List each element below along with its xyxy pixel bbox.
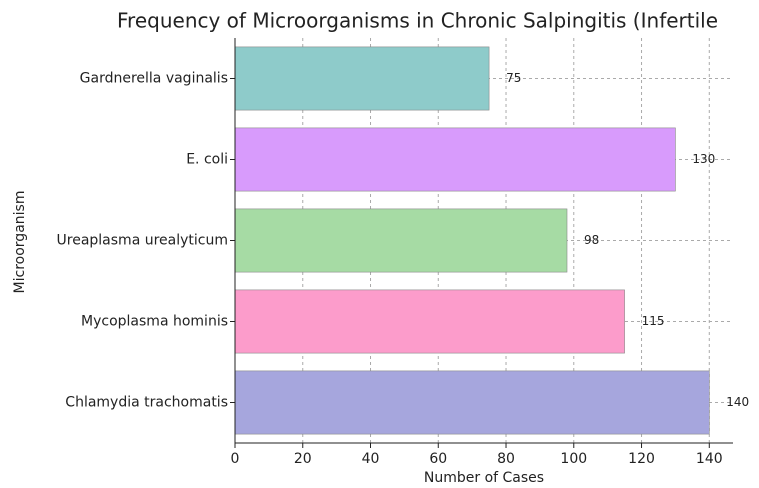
data-label: 130 bbox=[692, 152, 715, 166]
x-tick-label: 0 bbox=[231, 451, 240, 467]
y-tick-label: Mycoplasma hominis bbox=[81, 314, 228, 330]
bar bbox=[234, 127, 676, 192]
x-tick-label: 80 bbox=[497, 451, 515, 467]
data-label: 75 bbox=[506, 71, 521, 85]
x-axis-label: Number of Cases bbox=[424, 470, 544, 486]
data-label: 115 bbox=[642, 314, 665, 328]
data-label: 98 bbox=[584, 233, 599, 247]
bar bbox=[234, 46, 490, 111]
y-tick-label: Ureaplasma urealyticum bbox=[57, 233, 228, 249]
bar bbox=[234, 289, 625, 354]
data-label: 140 bbox=[726, 395, 749, 409]
y-tick-label: Gardnerella vaginalis bbox=[80, 71, 228, 87]
x-tick-label: 40 bbox=[362, 451, 380, 467]
y-tick-label: E. coli bbox=[186, 152, 228, 168]
x-tick-label: 140 bbox=[696, 451, 723, 467]
x-tick-label: 20 bbox=[294, 451, 312, 467]
bar bbox=[234, 370, 710, 435]
x-tick-label: 60 bbox=[429, 451, 447, 467]
y-axis-label: Microorganism bbox=[12, 191, 28, 294]
chart-title: Frequency of Microorganisms in Chronic S… bbox=[117, 9, 718, 33]
x-tick-label: 120 bbox=[628, 451, 655, 467]
y-tick-label: Chlamydia trachomatis bbox=[65, 395, 228, 411]
x-tick-label: 100 bbox=[560, 451, 587, 467]
bar bbox=[234, 208, 568, 273]
